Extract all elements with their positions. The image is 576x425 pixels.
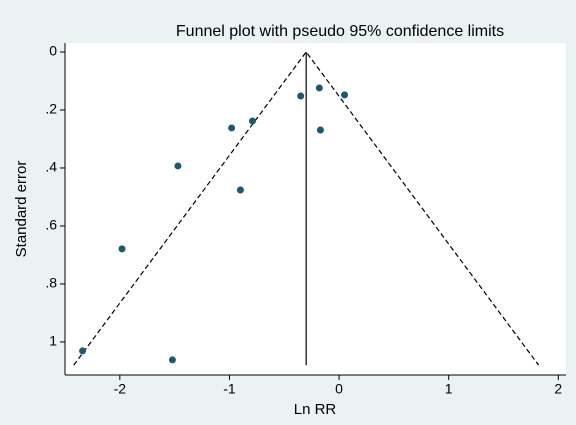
x-tick-label: 1 [445,381,453,397]
y-axis-label: Standard error [13,161,30,258]
x-tick-label: -2 [114,381,127,397]
study-point [236,186,244,194]
x-tick-label: -1 [223,381,236,397]
y-tick-label: .4 [45,159,57,175]
study-point [79,347,87,355]
x-axis-label: Ln RR [294,401,337,418]
y-tick-label: .8 [45,275,57,291]
study-point [248,117,256,125]
y-tick-label: .6 [45,217,57,233]
study-point [341,91,349,99]
study-point [228,124,236,132]
study-point [316,126,324,134]
study-point [315,84,323,92]
confidence-limits [73,50,540,366]
y-tick-label: .2 [45,101,57,117]
y-tick-label: 1 [49,333,57,349]
x-tick-label: 0 [335,381,343,397]
study-point [297,92,305,100]
study-point [174,162,182,170]
x-tick-label: 2 [554,381,562,397]
chart-title: Funnel plot with pseudo 95% confidence l… [176,23,504,40]
study-point [168,356,176,364]
study-point [118,245,126,253]
y-tick-label: 0 [49,43,57,59]
plot-area [65,43,566,375]
